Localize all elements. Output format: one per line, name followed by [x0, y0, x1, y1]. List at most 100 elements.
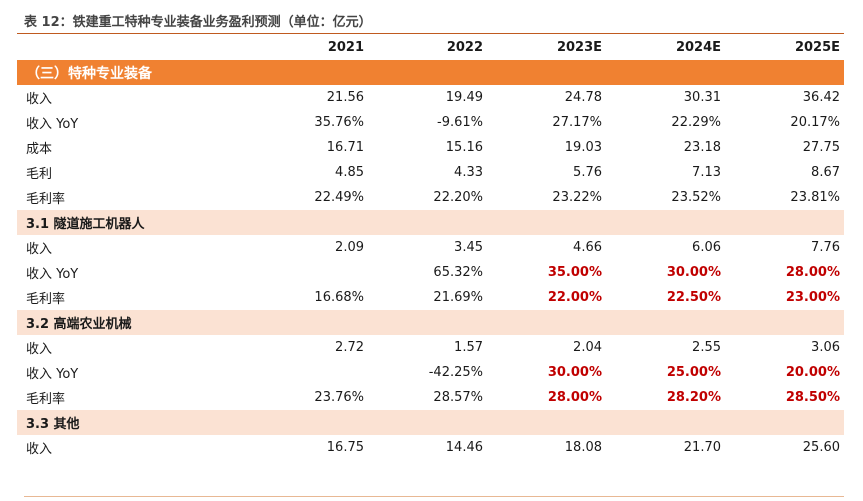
table-cell: 23.52%: [671, 190, 721, 205]
table-row: 收入 2.09 3.45 4.66 6.06 7.76: [17, 235, 844, 260]
table-cell: 23.22%: [552, 190, 602, 205]
table-cell: 8.67: [811, 165, 840, 180]
table-row: 收入 16.75 14.46 18.08 21.70 25.60: [17, 435, 844, 460]
table-cell: 16.71: [326, 140, 364, 155]
forecast-cell: 22.50%: [666, 290, 721, 305]
table-cell: 65.32%: [433, 265, 483, 280]
table-cell: 2.55: [692, 340, 721, 355]
table-cell: -9.61%: [437, 115, 483, 130]
table-cell: 2.09: [335, 240, 364, 255]
row-label: 收入 YoY: [26, 267, 79, 282]
row-label: 收入: [26, 92, 53, 107]
header-row: 2021 2022 2023E 2024E 2025E: [17, 34, 844, 60]
table-cell: 19.49: [445, 90, 483, 105]
table-caption: 表 12：铁建重工特种专业装备业务盈利预测（单位：亿元）: [24, 15, 372, 30]
table-cell: 22.20%: [433, 190, 483, 205]
row-label: 收入 YoY: [26, 367, 79, 382]
row-label: 毛利率: [26, 392, 66, 407]
row-label: 毛利: [26, 167, 53, 182]
table-cell: 25.60: [802, 440, 840, 455]
table-cell: -42.25%: [428, 365, 483, 380]
table-row: 收入 YoY 35.76% -9.61% 27.17% 22.29% 20.17…: [17, 110, 844, 135]
forecast-cell: 30.00%: [547, 365, 602, 380]
column-header: 2022: [446, 39, 483, 55]
table-cell: 1.57: [454, 340, 483, 355]
table-cell: 24.78: [564, 90, 602, 105]
row-label: 收入: [26, 342, 53, 357]
table-cell: 22.29%: [671, 115, 721, 130]
forecast-cell: 28.20%: [666, 390, 721, 405]
row-label: 收入: [26, 242, 53, 257]
table-cell: 21.70: [683, 440, 721, 455]
row-label: 毛利率: [26, 192, 66, 207]
table-cell: 6.06: [692, 240, 721, 255]
table-cell: 7.13: [692, 165, 721, 180]
table-row: 毛利率 22.49% 22.20% 23.22% 23.52% 23.81%: [17, 185, 844, 210]
table-row: 成本 16.71 15.16 19.03 23.18 27.75: [17, 135, 844, 160]
table-cell: 36.42: [802, 90, 840, 105]
table-row: 收入 YoY -42.25% 30.00% 25.00% 20.00%: [17, 360, 844, 385]
table-cell: 15.16: [445, 140, 483, 155]
forecast-cell: 35.00%: [547, 265, 602, 280]
table-cell: 5.76: [573, 165, 602, 180]
section-title: 3.3 其他: [26, 417, 80, 432]
table-cell: 20.17%: [790, 115, 840, 130]
section-header-3-1: 3.1 隧道施工机器人: [17, 210, 844, 235]
forecast-table: 2021 2022 2023E 2024E 2025E （三）特种专业装备 收入…: [17, 33, 844, 460]
forecast-cell: 25.00%: [666, 365, 721, 380]
forecast-cell: 23.00%: [785, 290, 840, 305]
table-cell: 2.04: [573, 340, 602, 355]
section-title: 3.2 高端农业机械: [26, 317, 132, 332]
table-cell: 27.75: [802, 140, 840, 155]
table-row: 收入 2.72 1.57 2.04 2.55 3.06: [17, 335, 844, 360]
row-label: 收入: [26, 442, 53, 457]
table-cell: 19.03: [564, 140, 602, 155]
column-header: 2025E: [794, 39, 840, 55]
table-cell: 2.72: [335, 340, 364, 355]
table-cell: 23.18: [683, 140, 721, 155]
table-row: 毛利率 23.76% 28.57% 28.00% 28.20% 28.50%: [17, 385, 844, 410]
forecast-cell: 22.00%: [547, 290, 602, 305]
table-cell: 21.56: [326, 90, 364, 105]
forecast-cell: 28.00%: [785, 265, 840, 280]
table-cell: 23.81%: [790, 190, 840, 205]
table-row: 收入 YoY 65.32% 35.00% 30.00% 28.00%: [17, 260, 844, 285]
table-cell: 35.76%: [314, 115, 364, 130]
forecast-cell: 28.50%: [785, 390, 840, 405]
row-label: 成本: [26, 142, 53, 157]
table-cell: 16.68%: [314, 290, 364, 305]
table-cell: 4.85: [335, 165, 364, 180]
bottom-rule: [24, 496, 844, 497]
table-row: 收入 21.56 19.49 24.78 30.31 36.42: [17, 85, 844, 110]
column-header: 2024E: [675, 39, 721, 55]
table-cell: 7.76: [811, 240, 840, 255]
column-header: 2021: [327, 39, 364, 55]
forecast-cell: 20.00%: [785, 365, 840, 380]
forecast-cell: 30.00%: [666, 265, 721, 280]
section-header-3-3: 3.3 其他: [17, 410, 844, 435]
forecast-cell: 28.00%: [547, 390, 602, 405]
section-title: 3.1 隧道施工机器人: [26, 217, 145, 232]
row-label: 收入 YoY: [26, 117, 79, 132]
table-cell: 3.45: [454, 240, 483, 255]
section-title: （三）特种专业装备: [26, 65, 152, 82]
table-cell: 21.69%: [433, 290, 483, 305]
table-cell: 22.49%: [314, 190, 364, 205]
table-cell: 27.17%: [552, 115, 602, 130]
table-cell: 23.76%: [314, 390, 364, 405]
table-row: 毛利率 16.68% 21.69% 22.00% 22.50% 23.00%: [17, 285, 844, 310]
table-cell: 30.31: [683, 90, 721, 105]
top-rule: [17, 33, 844, 34]
table-row: 毛利 4.85 4.33 5.76 7.13 8.67: [17, 160, 844, 185]
table-cell: 3.06: [811, 340, 840, 355]
section-header-3-2: 3.2 高端农业机械: [17, 310, 844, 335]
section-header-main: （三）特种专业装备: [17, 60, 844, 85]
table-cell: 18.08: [564, 440, 602, 455]
table-cell: 4.33: [454, 165, 483, 180]
table-cell: 16.75: [326, 440, 364, 455]
table-cell: 28.57%: [433, 390, 483, 405]
column-header: 2023E: [556, 39, 602, 55]
table-cell: 4.66: [573, 240, 602, 255]
table-cell: 14.46: [445, 440, 483, 455]
row-label: 毛利率: [26, 292, 66, 307]
